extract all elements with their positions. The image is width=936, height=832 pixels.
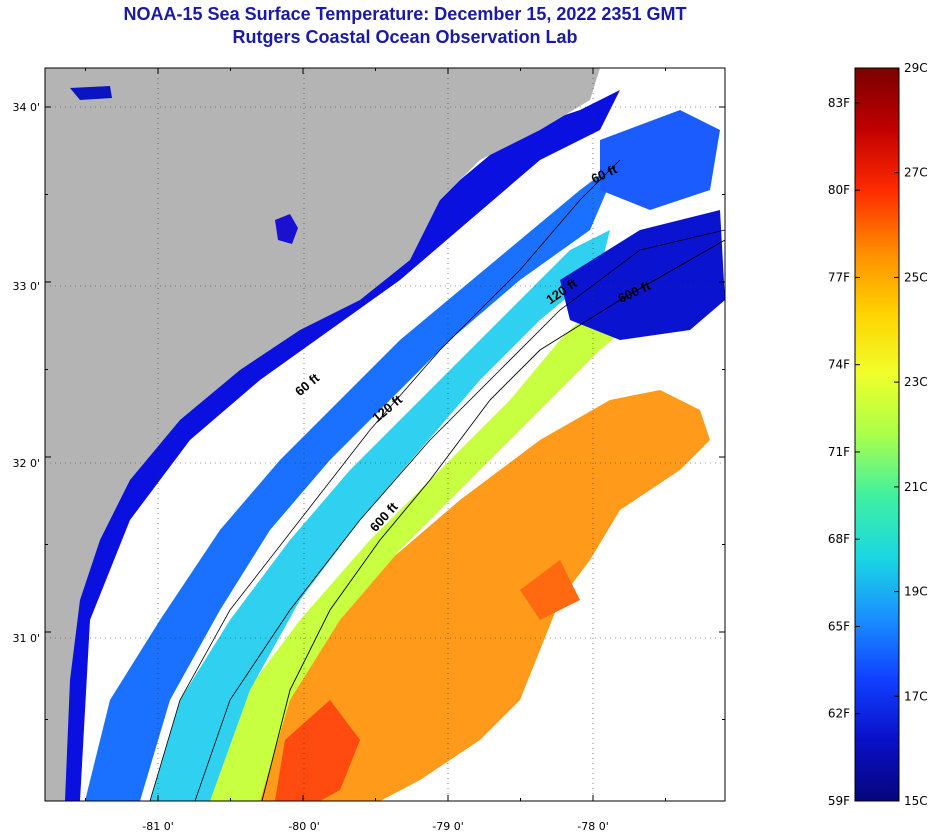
offshore-blue-patch	[560, 210, 725, 340]
shelf-green-band	[200, 270, 660, 801]
latitude-labels: 34 0' 33 0' 32 0' 31 0'	[12, 101, 40, 645]
chart-title: NOAA-15 Sea Surface Temperature: Decembe…	[123, 4, 687, 24]
contour-60ft	[149, 159, 621, 801]
colorbar-fahrenheit-labels: 83F 80F 77F 74F 71F 68F 65F 62F 59F	[828, 96, 850, 808]
chart-subtitle: Rutgers Coastal Ocean Observation Lab	[232, 27, 578, 47]
colorbar-ticks	[855, 67, 899, 802]
shelf-blue-band	[85, 160, 620, 801]
colorbar-celsius-label: 25C	[904, 270, 928, 284]
colorbar-celsius-label: 27C	[904, 166, 928, 180]
colorbar-fahrenheit-label: 74F	[828, 358, 850, 372]
latitude-label: 32 0'	[12, 457, 40, 470]
contour-600ft	[261, 239, 725, 801]
latitude-label: 31 0'	[12, 632, 40, 645]
colorbar-fahrenheit-label: 68F	[828, 532, 850, 546]
colorbar-celsius-labels: 29C 27C 25C 23C 21C 19C 17C 15C	[904, 61, 928, 808]
land-area	[45, 68, 600, 801]
colorbar-celsius-label: 17C	[904, 689, 928, 703]
colorbar-celsius-label: 29C	[904, 61, 928, 75]
offshore-blue-patch-2	[600, 110, 720, 210]
contour-120ft	[194, 229, 725, 801]
longitude-label: -80 0'	[288, 820, 320, 832]
colorbar-fahrenheit-label: 83F	[828, 96, 850, 110]
gulf-stream-warm-region	[250, 390, 710, 801]
colorbar-fahrenheit-label: 65F	[828, 619, 850, 633]
colorbar-fahrenheit-label: 71F	[828, 445, 850, 459]
graticule	[45, 68, 725, 801]
longitude-label: -79 0'	[432, 820, 464, 832]
colorbar	[854, 67, 900, 802]
gulf-stream-red-patch-2	[520, 560, 580, 620]
longitude-label: -81 0'	[142, 820, 174, 832]
map-tick-marks	[45, 68, 725, 801]
colorbar-fahrenheit-label: 80F	[828, 183, 850, 197]
latitude-label: 33 0'	[12, 280, 40, 293]
nearshore-dark-blue	[45, 90, 620, 801]
colorbar-fahrenheit-label: 77F	[828, 270, 850, 284]
map-frame	[44, 67, 726, 802]
inland-lake	[275, 214, 298, 244]
inland-lake-2	[70, 86, 112, 100]
shelf-cyan-band	[150, 230, 610, 801]
gulf-stream-red-patch	[275, 700, 360, 801]
colorbar-celsius-label: 15C	[904, 794, 928, 808]
colorbar-celsius-label: 21C	[904, 480, 928, 494]
colorbar-fahrenheit-label: 59F	[828, 794, 850, 808]
colorbar-celsius-label: 19C	[904, 585, 928, 599]
colorbar-celsius-label: 23C	[904, 375, 928, 389]
longitude-labels: -81 0' -80 0' -79 0' -78 0'	[142, 820, 609, 832]
latitude-label: 34 0'	[12, 101, 40, 114]
longitude-label: -78 0'	[577, 820, 609, 832]
colorbar-fahrenheit-label: 62F	[828, 707, 850, 721]
